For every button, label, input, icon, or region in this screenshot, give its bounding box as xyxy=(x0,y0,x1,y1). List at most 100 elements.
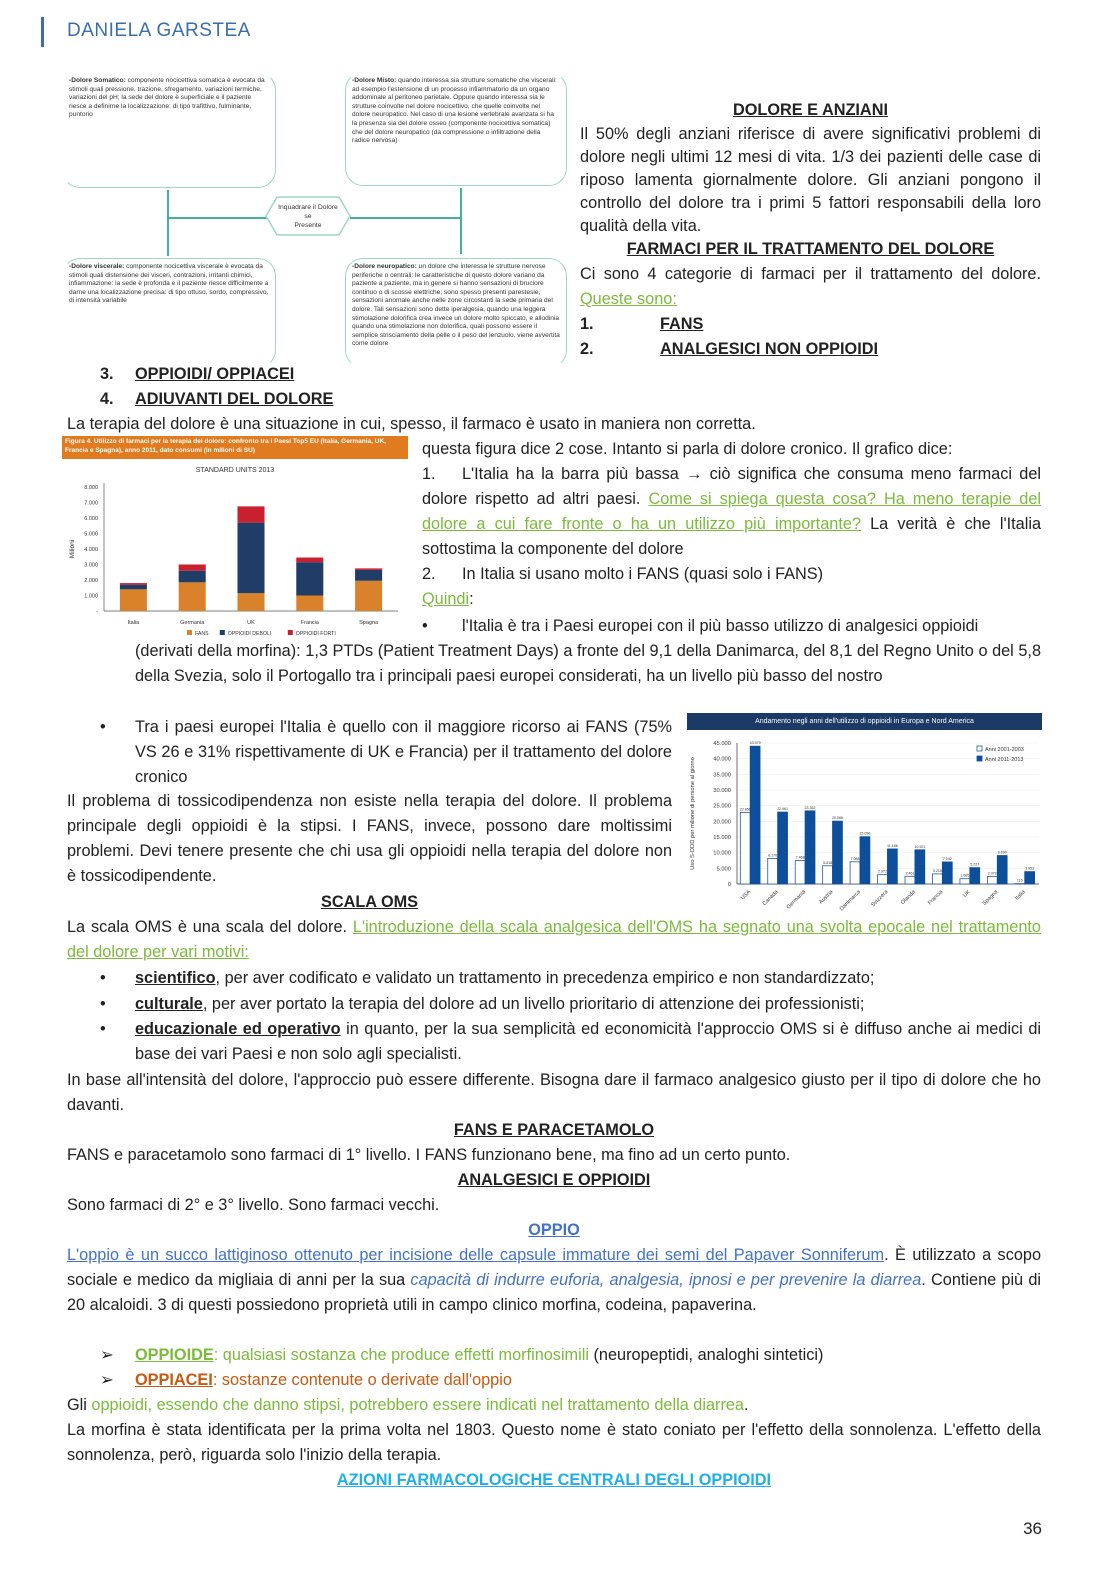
arrow-term: OPPIOIDE xyxy=(135,1346,214,1364)
chart-standard-units: Figura 4. Utilizzo di farmaci per la ter… xyxy=(62,436,408,641)
figura-point-2: 2. In Italia si usano molto i FANS (quasi… xyxy=(422,562,1041,587)
chart2-ylabel: Uso S-DDD per milione di persone al gior… xyxy=(690,757,696,870)
item-number: 3. xyxy=(100,365,114,383)
diagram-center-hexagon xyxy=(265,196,351,236)
section-title-farmaci: FARMACI PER IL TRATTAMENTO DEL DOLORE xyxy=(626,240,995,258)
oms-text: La scala OMS è una scala del dolore. xyxy=(67,918,353,936)
terapia-paragraph: La terapia del dolore è una situazione i… xyxy=(67,415,756,433)
arrow-tail: (neuropeptidi, analoghi sintetici) xyxy=(588,1346,824,1364)
farmaci-item-4: 4. ADIUVANTI DEL DOLORE xyxy=(100,387,333,412)
chart2-ytick-label: 30.000 xyxy=(713,788,731,794)
bullet-icon: • xyxy=(100,969,106,987)
morfina-paragraph: La morfina è stata identificata per la p… xyxy=(67,1421,1041,1464)
bullet-term: educazionale ed operativo xyxy=(135,1020,341,1038)
arrow-item-oppioide: ➢ OPPIOIDE: qualsiasi sostanza che produc… xyxy=(100,1343,823,1368)
chart2-xtick-label: UK xyxy=(962,889,972,899)
bullet-icon: • xyxy=(100,995,106,1013)
chart2-ytick-label: 5.000 xyxy=(716,866,731,872)
chart1-xtick-label: Spagna xyxy=(359,620,379,626)
arrow-bullet-icon: ➢ xyxy=(100,1371,114,1389)
chart1-bar-fans xyxy=(178,582,206,611)
farmaci-item-2: 2. ANALGESICI NON OPPIOIDI xyxy=(580,337,878,362)
diagram-box-misto: -Dolore Misto: quando interessa sia stru… xyxy=(345,72,567,186)
chart1-bar-oppioidi-deboli xyxy=(296,562,324,596)
chart2-data-label: 5.818 xyxy=(823,861,832,865)
chart1-ytick-label: 3.000 xyxy=(84,563,98,569)
header-accent-bar xyxy=(41,17,44,47)
chart2-data-label: 3.953 xyxy=(1025,867,1034,871)
bullet-italia-rest: (derivati della morfina): 1,3 PTDs (Pati… xyxy=(135,642,1041,685)
chart2-data-label: 5.227 xyxy=(970,863,979,867)
chart2-ytick-label: 20.000 xyxy=(713,819,731,825)
chart1-legend-swatch xyxy=(287,630,293,635)
oppio-text: . Contiene più di 20 alcaloidi. 3 di que… xyxy=(67,1271,1041,1314)
chart2-data-label: 22.961 xyxy=(777,807,788,811)
chart1-ytick-label: 5.000 xyxy=(84,532,98,538)
point-text: In Italia si usano molto i FANS (quasi s… xyxy=(462,565,824,583)
item-label: FANS xyxy=(660,315,704,333)
gli-text: Gli xyxy=(67,1396,92,1414)
item-label: ADIUVANTI DEL DOLORE xyxy=(135,390,334,408)
chart2-data-label: 15.096 xyxy=(859,832,870,836)
quindi-link[interactable]: Quindi xyxy=(422,590,470,608)
chart2-bar-2011-2013 xyxy=(914,849,926,885)
chart2-data-label: 1.685 xyxy=(960,874,969,878)
chart2-bar-2001-2003 xyxy=(767,858,779,885)
chart2-xtick-label: Danimarca xyxy=(839,889,863,911)
chart1-bar-fans xyxy=(119,589,147,611)
farmaci-text: Ci sono 4 categorie di farmaci per il tr… xyxy=(580,265,1041,283)
chart2-ytick-label: 10.000 xyxy=(713,851,731,857)
chart1-bar-oppioidi-forti xyxy=(237,506,265,523)
chart2-data-label: 22.856 xyxy=(740,807,751,811)
diagram-center-label: Inquadrare il Dolore se Presente xyxy=(265,196,351,236)
chart1-ytick-label: 7.000 xyxy=(84,501,98,507)
chart2-data-label: 7.088 xyxy=(851,857,860,861)
chart2-bar-2011-2013 xyxy=(941,861,953,885)
chart2-xtick-label: Spagna xyxy=(982,889,1000,907)
chart2-ytick-label: 0 xyxy=(728,882,731,888)
section-title-azioni: AZIONI FARMACOLOGICHE CENTRALI DEGLI OPP… xyxy=(336,1471,772,1489)
farmaci-link[interactable]: Queste sono: xyxy=(580,290,677,308)
fans-paracetamolo-text: FANS e paracetamolo sono farmaci di 1° l… xyxy=(67,1146,791,1164)
chart2-bar-2011-2013 xyxy=(859,836,871,885)
center-line: se xyxy=(304,212,312,220)
diagram-text: componente nocicettiva somatica è evocat… xyxy=(69,77,265,119)
diagram-term: -Dolore viscerale: xyxy=(69,263,125,270)
chart2-legend-label: Anni 2011-2013 xyxy=(985,757,1023,763)
oppio-paragraph: L'oppio è un succo lattiginoso ottenuto … xyxy=(67,1243,1041,1318)
bullet-term: culturale xyxy=(135,995,203,1013)
bullet-text: in quanto, per la sua semplicità ed econ… xyxy=(135,1020,1041,1063)
chart2-xtick-label: Olanda xyxy=(900,889,917,906)
chart2-bar-2001-2003 xyxy=(904,875,916,885)
chart1-bar-oppioidi-deboli xyxy=(355,569,383,581)
bullet-icon: • xyxy=(100,718,106,736)
bullet-text: l'Italia è tra i Paesi europei con il pi… xyxy=(462,617,979,635)
diagram-box-neuropatico: -Dolore neuropatico: un dolore che inter… xyxy=(345,258,567,368)
arrow-text: : sostanze contenute o derivate dall'opp… xyxy=(212,1371,512,1389)
oms-bullet: • scientifico, per aver codificato e vali… xyxy=(100,965,1041,991)
chart1-xtick-label: Italia xyxy=(128,620,141,626)
chart2-ytick-label: 25.000 xyxy=(713,804,731,810)
gli-green-text: oppioidi, essendo che danno stipsi, potr… xyxy=(91,1396,744,1414)
chart2-data-label: 9.090 xyxy=(998,851,1007,855)
chart1-legend-swatch xyxy=(219,630,225,635)
chart2-bar-2011-2013 xyxy=(1024,871,1036,885)
point-link[interactable]: Come si spiega questa cosa? Ha meno tera… xyxy=(422,490,1042,533)
item-number: 2. xyxy=(580,340,594,358)
oppio-link[interactable]: L'oppio è un succo lattiginoso ottenuto … xyxy=(67,1246,885,1264)
oms-link[interactable]: L'introduzione della scala analgesica de… xyxy=(67,918,1041,961)
point-text: L'Italia ha la barra più bassa → ciò sig… xyxy=(422,465,1041,508)
chart1-bar-oppioidi-deboli xyxy=(237,522,265,594)
gli-line: Gli oppioidi, essendo che danno stipsi, … xyxy=(67,1393,749,1418)
chart2-data-label: 116 xyxy=(1017,879,1023,883)
chart1-bar-fans xyxy=(296,595,324,611)
chart1-xtick-label: UK xyxy=(247,620,255,626)
chart2-bar-2001-2003 xyxy=(959,878,971,885)
chart2-ytick-label: 15.000 xyxy=(713,835,731,841)
oms-bullets: • scientifico, per aver codificato e vali… xyxy=(100,965,1041,1067)
chart2-bar-2011-2013 xyxy=(969,867,981,885)
chart2-bar-2001-2003 xyxy=(794,860,806,885)
arrow-bullet-icon: ➢ xyxy=(100,1346,114,1364)
chart2-bar-2001-2003 xyxy=(877,874,888,885)
chart1-bar-oppioidi-deboli xyxy=(178,570,206,583)
